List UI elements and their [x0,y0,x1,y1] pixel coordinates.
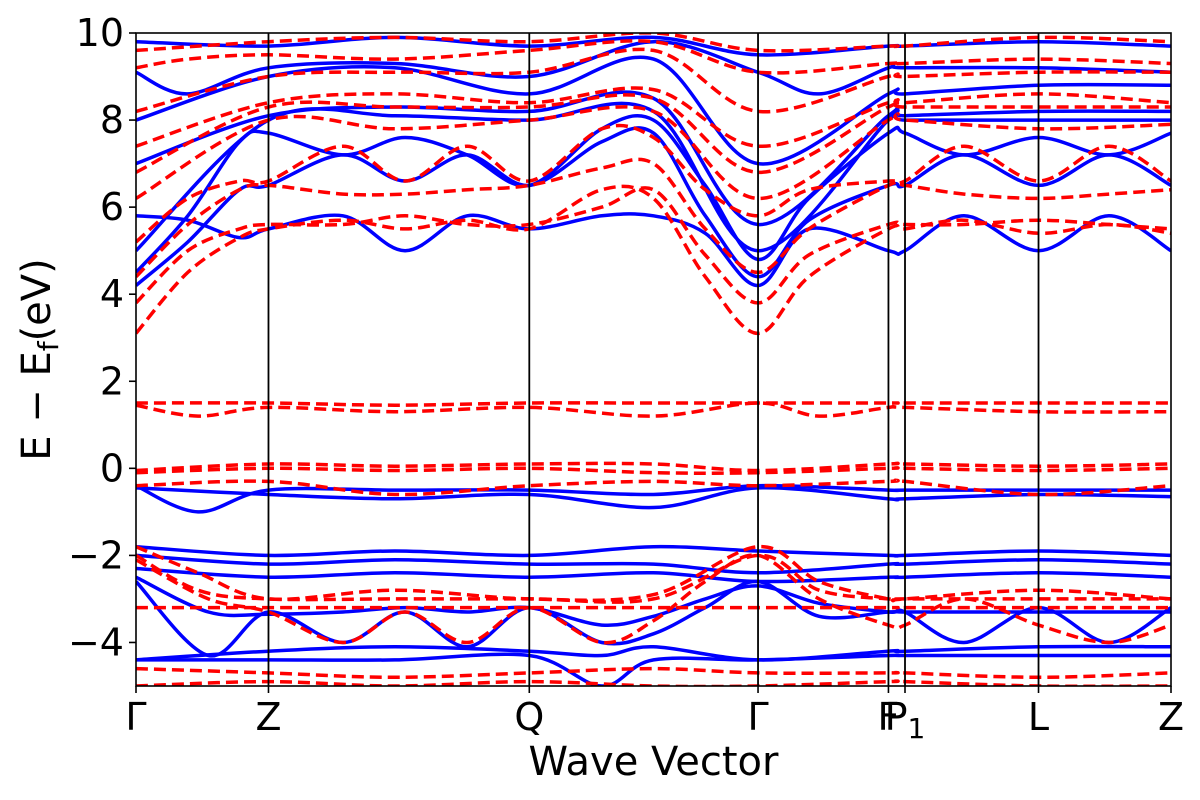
y-tick-label-5: 6 [100,185,124,229]
y-tick-label-2: 0 [100,446,124,490]
dashed-band-line-14 [136,123,1171,244]
solid-band-line-3 [136,553,1171,575]
x-tick-label-3: Γ [747,695,768,739]
x-axis-ticks: Γ Z Q Γ FP1 L Z [125,686,1184,745]
x-axis-title: Wave Vector [529,739,780,785]
solid-band-line-7 [136,644,1171,662]
y-tick-label-6: 8 [100,98,124,142]
y-axis-title-main: E − E [14,351,60,461]
x-tick-label-6: L [1028,695,1049,739]
solid-band-line-10 [136,126,1171,287]
dashed-band-line-0 [136,401,1171,407]
solid-band-line-6 [136,579,1171,658]
solid-band-line-1 [136,486,1171,510]
y-tick-label-0: −4 [68,620,124,664]
x-tick-label-2: Q [514,695,544,739]
dashed-band-line-17 [136,86,1171,148]
y-tick-label-7: 10 [76,11,124,55]
dashed-band-line-2 [136,461,1171,473]
dashed-band-line-6 [136,553,1171,604]
x-tick-label-0: Γ [125,695,146,739]
dashed-band-line-20 [136,33,1171,53]
solid-band-line-2 [136,544,1171,558]
y-axis-title-unit: (eV) [14,258,60,341]
solid-band-line-13 [136,90,1171,227]
x-tick-label-1: Z [255,695,281,739]
solid-band-line-8 [136,652,1171,686]
plot-frame [135,32,1172,687]
solid-band-line-16 [136,35,1171,57]
dashed-band-line-11 [136,184,1171,336]
y-axis-title-subscript: f [32,340,65,351]
x-tick-label-5: P1 [885,695,926,745]
x-tick-label-7: Z [1158,695,1184,739]
dashed-band-line-18 [136,47,1171,114]
dashed-band-line-8 [136,553,1171,645]
dashed-band-line-9 [136,666,1171,680]
x-tick-label-4: F [878,695,900,739]
dashed-band-line-4 [136,478,1171,497]
solid-band-line-14 [136,55,1171,166]
dashed-band-line-10 [136,679,1171,686]
y-axis-title: E − Ef(eV) [14,258,65,461]
dashed-band-line-3 [136,466,1171,475]
y-axis-ticks: −4 −2 0 2 4 6 8 10 [68,11,136,664]
dashed-band-line-16 [136,93,1171,175]
dashed-band-line-1 [136,401,1171,418]
y-tick-label-3: 2 [100,359,124,403]
y-tick-label-4: 4 [100,272,124,316]
y-tick-label-1: −2 [68,533,124,577]
solid-band-line-4 [136,566,1171,584]
dashed-band-line-12 [136,186,1171,305]
solid-band-line-5 [136,575,1171,645]
bands-area [136,33,1171,686]
high-symmetry-lines [267,33,1040,686]
dashed-band-line-15 [136,105,1171,201]
x-tick-label-subscript-5: 1 [908,712,926,745]
